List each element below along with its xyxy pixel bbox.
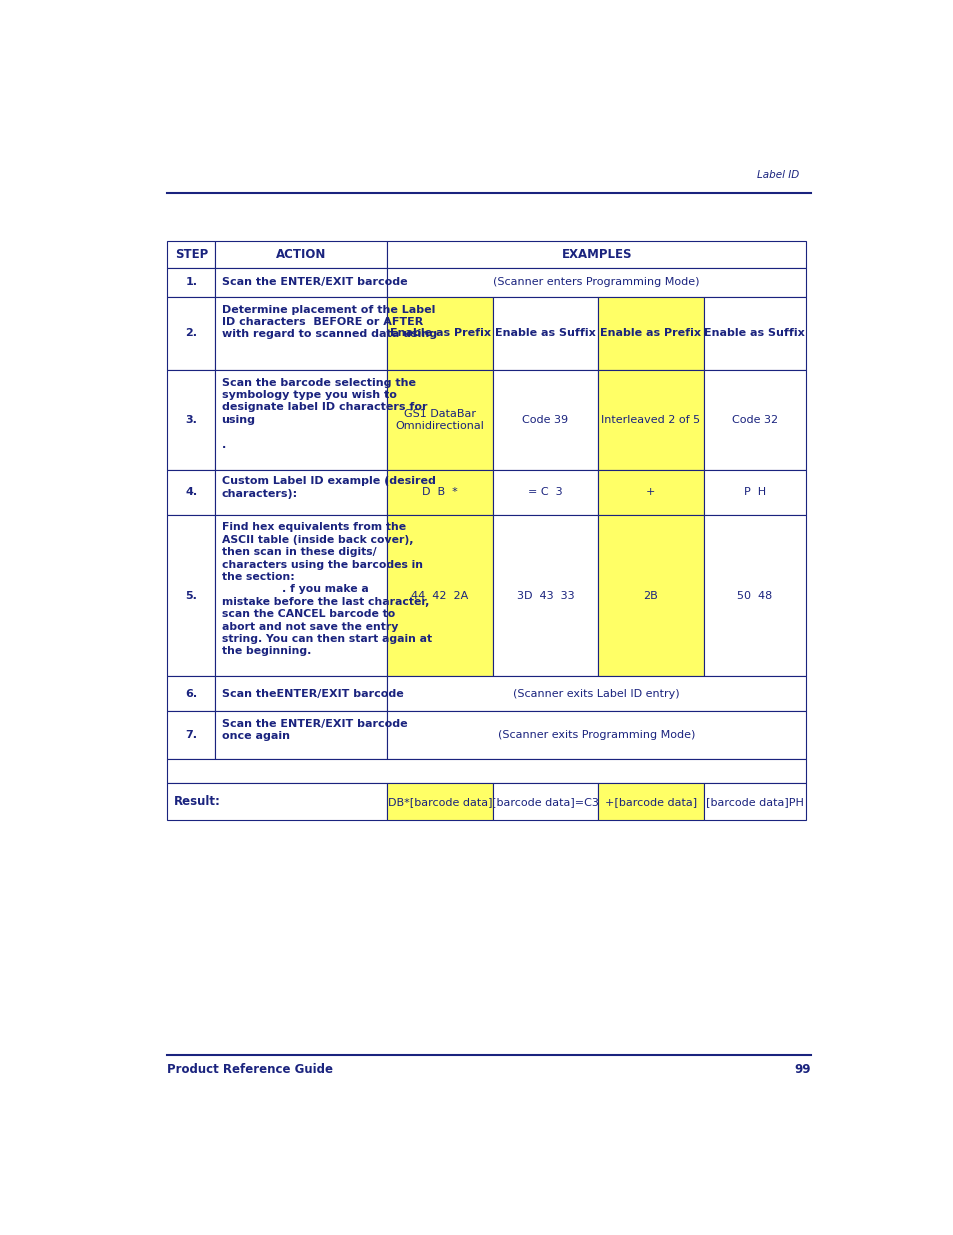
Text: Enable as Prefix: Enable as Prefix [599, 329, 700, 338]
Bar [598, 783, 703, 820]
Bar [387, 471, 493, 515]
Bar [598, 471, 703, 515]
Text: (Scanner enters Programming Mode): (Scanner enters Programming Mode) [493, 277, 700, 288]
Bar [387, 241, 805, 268]
Text: 6.: 6. [185, 689, 197, 699]
Text: Product Reference Guide: Product Reference Guide [167, 1062, 333, 1076]
Text: GS1 DataBar
Omnidirectional: GS1 DataBar Omnidirectional [395, 409, 484, 431]
Text: 3D  43  33: 3D 43 33 [517, 590, 574, 600]
Bar [167, 758, 805, 783]
Bar [167, 268, 215, 296]
Bar [215, 370, 387, 471]
Text: Determine placement of the Label
ID characters  BEFORE or AFTER
with regard to s: Determine placement of the Label ID char… [221, 305, 436, 340]
Bar [703, 370, 805, 471]
Bar [215, 677, 387, 711]
Text: Interleaved 2 of 5: Interleaved 2 of 5 [600, 415, 700, 425]
Bar [215, 471, 387, 515]
Bar [167, 677, 215, 711]
Bar [387, 783, 493, 820]
Text: Enable as Suffix: Enable as Suffix [495, 329, 596, 338]
Text: 50  48: 50 48 [737, 590, 772, 600]
Bar [493, 783, 598, 820]
Bar [167, 783, 387, 820]
Text: 1.: 1. [185, 277, 197, 288]
Text: Label ID: Label ID [757, 170, 799, 180]
Bar [215, 515, 387, 677]
Text: = C  3: = C 3 [528, 488, 562, 498]
Bar [598, 296, 703, 370]
Bar [703, 296, 805, 370]
Bar [598, 515, 703, 677]
Text: Find hex equivalents from the
ASCII table (inside back cover),
then scan in thes: Find hex equivalents from the ASCII tabl… [221, 522, 431, 657]
Bar [387, 515, 493, 677]
Bar [387, 677, 805, 711]
Bar [493, 296, 598, 370]
Text: Custom Label ID example (desired
characters):: Custom Label ID example (desired charact… [221, 477, 435, 499]
Bar [493, 471, 598, 515]
Bar [215, 241, 387, 268]
Text: DB*[barcode data]: DB*[barcode data] [388, 797, 492, 806]
Text: Code 39: Code 39 [522, 415, 568, 425]
Text: Scan the ENTER/EXIT barcode
once again: Scan the ENTER/EXIT barcode once again [221, 719, 407, 741]
Text: 7.: 7. [185, 730, 197, 740]
Text: 2B: 2B [643, 590, 658, 600]
Text: 44  42  2A: 44 42 2A [411, 590, 468, 600]
Bar [493, 515, 598, 677]
Text: ACTION: ACTION [276, 247, 326, 261]
Text: 99: 99 [793, 1062, 810, 1076]
Bar [167, 471, 215, 515]
Text: D  B  *: D B * [422, 488, 457, 498]
Bar [167, 296, 215, 370]
Text: Enable as Prefix: Enable as Prefix [389, 329, 490, 338]
Text: P  H: P H [743, 488, 765, 498]
Bar [703, 471, 805, 515]
Text: Scan the ENTER/EXIT barcode: Scan the ENTER/EXIT barcode [221, 277, 407, 288]
Text: Code 32: Code 32 [731, 415, 777, 425]
Bar [387, 268, 805, 296]
Bar [167, 515, 215, 677]
Bar [703, 783, 805, 820]
Bar [215, 711, 387, 758]
Bar [387, 711, 805, 758]
Text: Scan theENTER/EXIT barcode: Scan theENTER/EXIT barcode [221, 689, 403, 699]
Text: 2.: 2. [185, 329, 197, 338]
Bar [167, 241, 215, 268]
Text: +: + [645, 488, 655, 498]
Text: STEP: STEP [174, 247, 208, 261]
Bar [703, 515, 805, 677]
Text: Enable as Suffix: Enable as Suffix [703, 329, 804, 338]
Text: +[barcode data]: +[barcode data] [604, 797, 697, 806]
Bar [387, 370, 493, 471]
Text: 5.: 5. [185, 590, 197, 600]
Bar [493, 370, 598, 471]
Text: 4.: 4. [185, 488, 197, 498]
Text: Scan the barcode selecting the
symbology type you wish to
designate label ID cha: Scan the barcode selecting the symbology… [221, 378, 427, 450]
Text: [barcode data]PH: [barcode data]PH [705, 797, 802, 806]
Text: (Scanner exits Label ID entry): (Scanner exits Label ID entry) [513, 689, 679, 699]
Bar [215, 296, 387, 370]
Text: [barcode data]=C3: [barcode data]=C3 [492, 797, 598, 806]
Bar [167, 711, 215, 758]
Text: (Scanner exits Programming Mode): (Scanner exits Programming Mode) [497, 730, 695, 740]
Text: EXAMPLES: EXAMPLES [560, 247, 631, 261]
Bar [167, 370, 215, 471]
Text: Result:: Result: [173, 795, 220, 809]
Bar [215, 268, 387, 296]
Text: 3.: 3. [185, 415, 197, 425]
Bar [598, 370, 703, 471]
Bar [387, 296, 493, 370]
